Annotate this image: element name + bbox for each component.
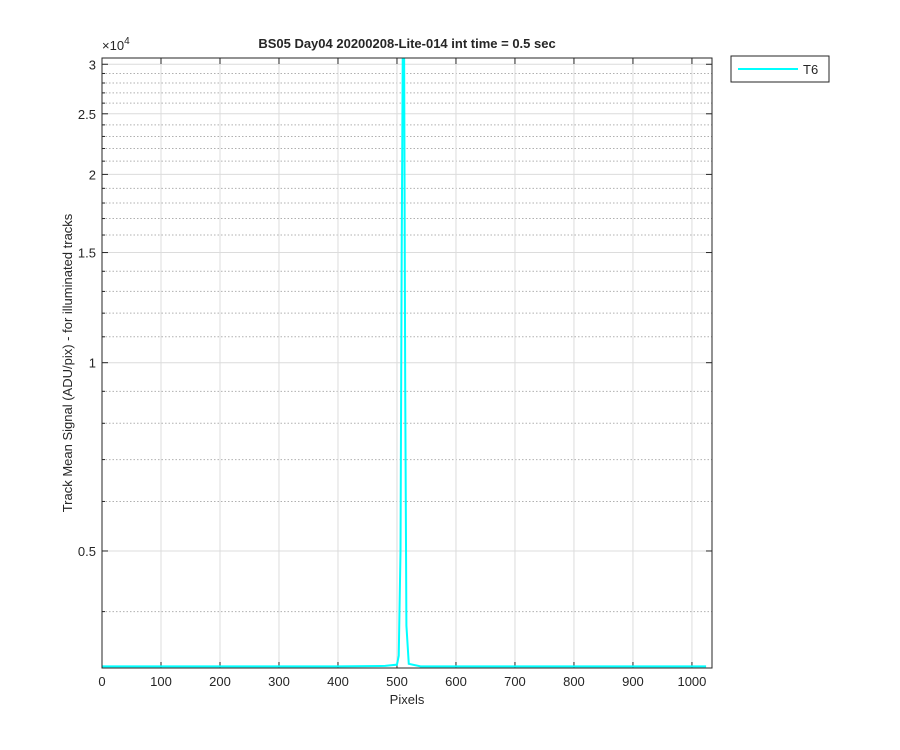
y-axis-label: Track Mean Signal (ADU/pix) - for illumi… <box>60 213 75 512</box>
y-tick-label: 0.5 <box>78 544 96 559</box>
legend: T6 <box>730 55 830 83</box>
x-tick-label: 300 <box>268 674 290 689</box>
y-exponent: ×104 <box>102 36 130 53</box>
y-exponent-base: ×10 <box>102 38 124 53</box>
data-line <box>102 58 707 668</box>
x-tick-label: 800 <box>563 674 585 689</box>
x-tick-label: 200 <box>209 674 231 689</box>
plot-area <box>102 58 707 668</box>
x-tick-label: 700 <box>504 674 526 689</box>
x-tick-label: 100 <box>150 674 172 689</box>
y-tick-label: 2.5 <box>78 107 96 122</box>
x-tick-label: 1000 <box>677 674 706 689</box>
x-tick-label: 900 <box>622 674 644 689</box>
x-tick-label: 0 <box>98 674 105 689</box>
x-tick-label: 600 <box>445 674 467 689</box>
y-tick-label: 1.5 <box>78 246 96 261</box>
chart-title: BS05 Day04 20200208-Lite-014 int time = … <box>258 36 555 51</box>
x-tick-label: 500 <box>386 674 408 689</box>
y-tick-label: 3 <box>89 57 96 72</box>
y-tick-label: 1 <box>89 356 96 371</box>
x-tick-label: 400 <box>327 674 349 689</box>
y-tick-label: 2 <box>89 167 96 182</box>
y-exponent-power: 4 <box>124 36 130 47</box>
axes-box <box>101 57 713 669</box>
x-axis-label: Pixels <box>390 692 425 707</box>
legend-label: T6 <box>803 62 818 77</box>
